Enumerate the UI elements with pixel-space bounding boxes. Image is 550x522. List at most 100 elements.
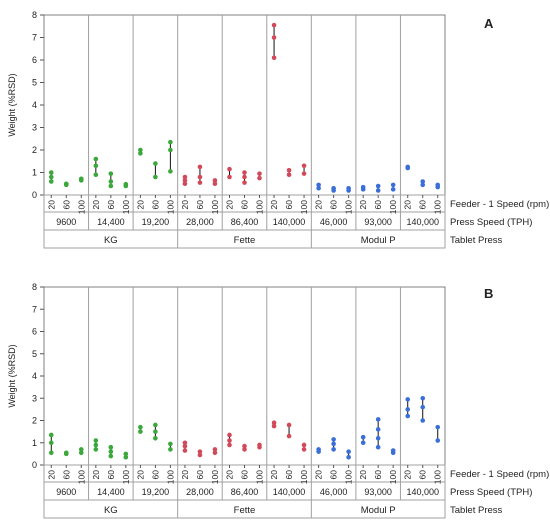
feeder-tick-label: 100 (388, 200, 398, 214)
feeder-tick-label: 100 (210, 200, 220, 214)
feeder-tick-label: 60 (61, 470, 71, 480)
feeder-tick-label: 20 (403, 470, 413, 480)
feeder-tick-label: 60 (150, 200, 160, 210)
tablet-press-axis-title: Tablet Press (450, 235, 503, 246)
y-tick-label: 6 (32, 327, 37, 337)
data-point (227, 438, 232, 443)
y-tick-label: 2 (32, 416, 37, 426)
data-point (435, 438, 441, 443)
data-point (182, 181, 188, 187)
data-point (346, 454, 351, 460)
feeder-tick-label: 20 (46, 200, 56, 210)
data-point (405, 413, 411, 419)
data-point (227, 432, 232, 438)
data-point (405, 407, 411, 412)
y-tick-label: 6 (32, 55, 37, 65)
data-point (286, 172, 292, 178)
press-speed-label: 86,400 (231, 217, 259, 227)
feeder-tick-label: 60 (240, 200, 250, 210)
data-point (153, 429, 158, 434)
data-point (301, 171, 307, 176)
feeder-tick-label: 100 (76, 470, 86, 484)
feeder-tick-label: 100 (433, 200, 443, 214)
press-speed-label: 93,000 (364, 487, 392, 497)
press-speed-label: 28,000 (186, 487, 214, 497)
data-point (360, 434, 366, 440)
feeder-tick-label: 100 (344, 470, 354, 484)
data-point (197, 449, 203, 454)
y-tick-label: 8 (32, 10, 37, 20)
y-tick-label: 1 (32, 438, 37, 448)
feeder-tick-label: 20 (225, 470, 235, 480)
data-point (153, 161, 158, 166)
data-point (271, 55, 277, 61)
data-point (182, 448, 188, 453)
y-tick-label: 7 (32, 304, 37, 314)
data-point (316, 182, 321, 188)
y-tick-label: 1 (32, 168, 37, 178)
feeder-tick-label: 20 (269, 200, 279, 210)
data-point (242, 447, 247, 452)
feeder-tick-label: 20 (225, 200, 235, 210)
press-speed-label: 9600 (56, 217, 76, 227)
data-point (227, 442, 232, 448)
data-point (435, 182, 441, 188)
data-point (390, 448, 396, 453)
data-point (108, 444, 114, 450)
feeder-tick-label: 20 (180, 200, 190, 210)
y-tick-label: 2 (32, 145, 37, 155)
data-point (420, 404, 426, 410)
data-point (271, 35, 277, 40)
feeder-tick-label: 60 (418, 200, 428, 210)
data-point (138, 151, 143, 156)
feeder-tick-label: 100 (121, 470, 131, 484)
data-point (48, 179, 54, 184)
press-speed-label: 9600 (56, 487, 76, 497)
data-point (242, 174, 247, 180)
feeder-tick-label: 60 (150, 470, 160, 480)
data-point (212, 178, 218, 183)
feeder-tick-label: 20 (180, 470, 190, 480)
data-point (212, 450, 218, 456)
axis-row-frame (43, 499, 446, 519)
data-point (197, 174, 203, 180)
plot-area (43, 14, 446, 196)
data-point (331, 185, 336, 191)
press-speed-label: 140,000 (406, 217, 439, 227)
y-tick-label: 3 (32, 393, 37, 403)
tablet-press-label: KG (104, 235, 118, 246)
data-point (108, 183, 114, 189)
plot-area (43, 286, 446, 466)
y-axis-label: Weight (%RSD) (7, 73, 17, 136)
y-tick-label: 0 (32, 190, 37, 200)
y-tick-label: 7 (32, 33, 37, 43)
feeder-tick-label: 60 (418, 470, 428, 480)
feeder-tick-label: 100 (255, 470, 265, 484)
data-point (123, 181, 129, 187)
feeder-tick-label: 20 (46, 470, 56, 480)
data-point (182, 178, 188, 183)
data-point (108, 449, 114, 454)
data-point (197, 452, 203, 458)
data-point (78, 447, 84, 452)
feeder-tick-label: 20 (358, 200, 368, 210)
feeder-tick-label: 60 (284, 200, 294, 210)
data-point (212, 181, 218, 187)
feeder-tick-label: 100 (165, 470, 175, 484)
data-point (93, 163, 99, 169)
feeder-tick-label: 60 (329, 470, 339, 480)
data-point (63, 450, 69, 456)
data-point (108, 171, 114, 176)
data-point (331, 447, 336, 452)
y-tick-label: 4 (32, 100, 37, 110)
feeder-tick-label: 60 (106, 200, 116, 210)
press-speed-label: 14,400 (97, 487, 125, 497)
data-point (48, 432, 54, 438)
feeder-tick-label: 100 (344, 200, 354, 214)
press-speed-axis-title: Press Speed (TPH) (450, 487, 532, 498)
y-tick-label: 8 (32, 282, 37, 292)
data-point (257, 175, 262, 181)
data-point (301, 442, 307, 448)
data-point (227, 166, 232, 172)
